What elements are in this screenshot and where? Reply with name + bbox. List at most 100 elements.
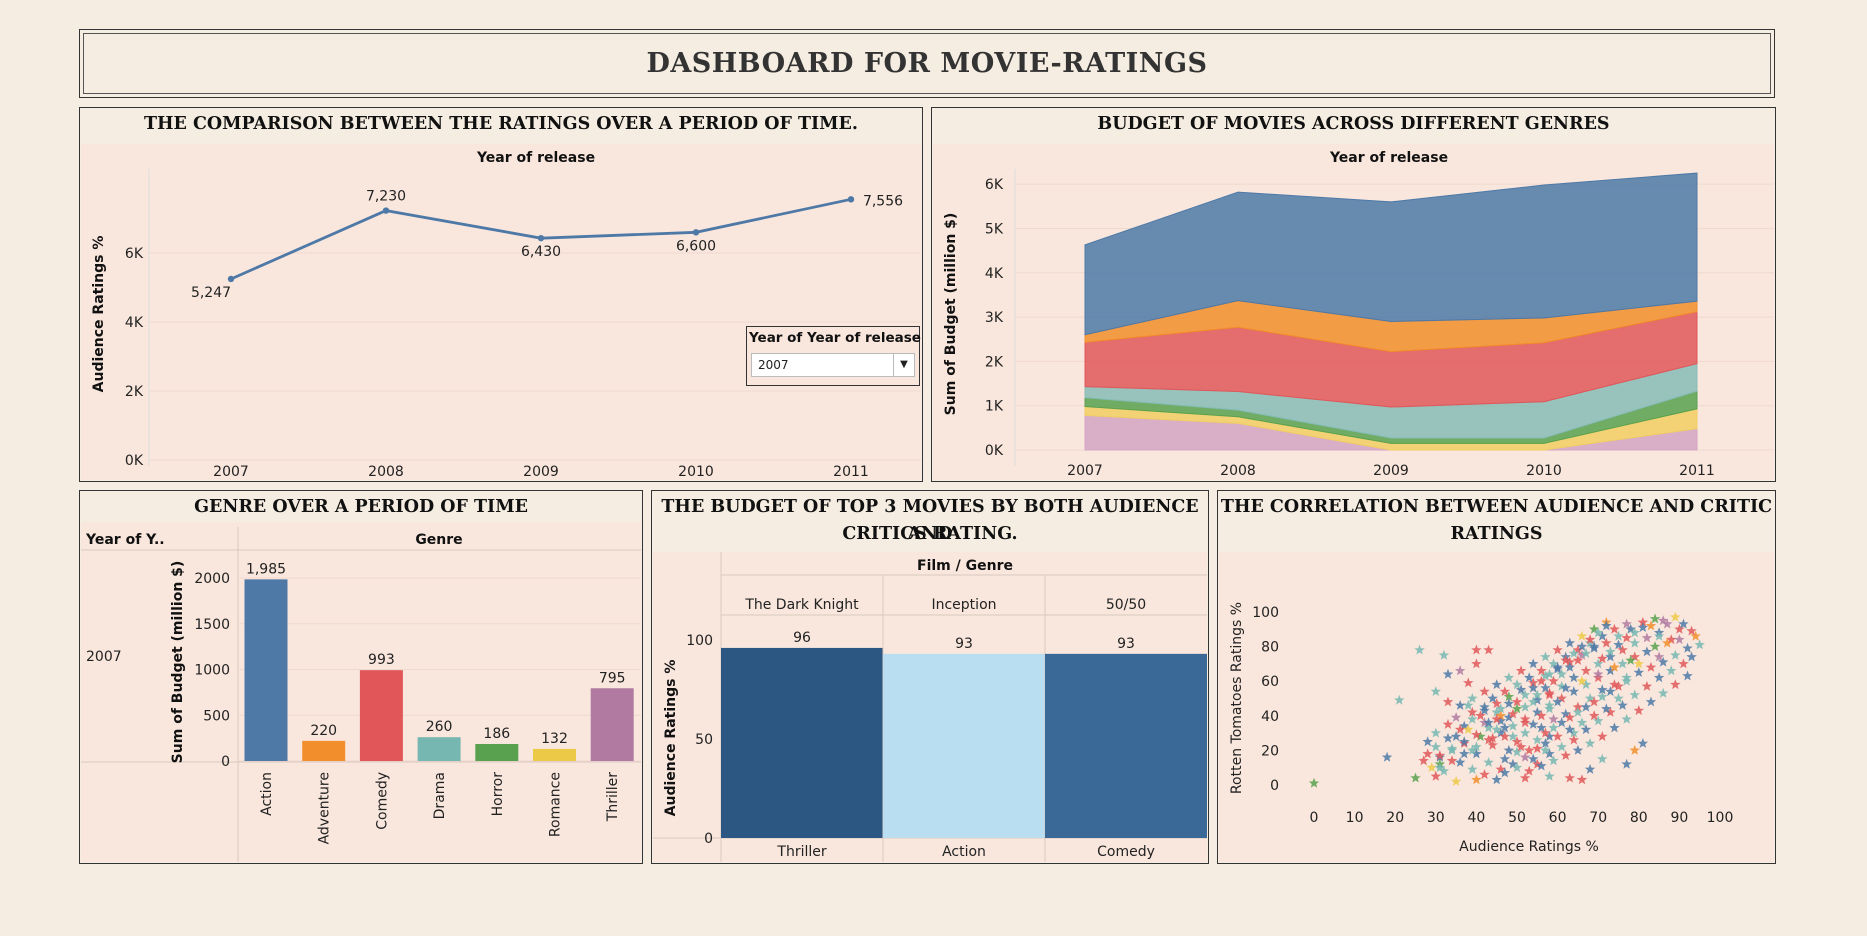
- bar-horror: [475, 743, 519, 761]
- data-label: 6,430: [521, 244, 561, 260]
- scatter-point: [1629, 627, 1640, 638]
- scatter-point: [1491, 679, 1502, 690]
- scatter-point: [1540, 651, 1551, 662]
- scatter-point: [1519, 689, 1531, 700]
- scatter-point: [1556, 668, 1567, 679]
- scatter-point: [1629, 689, 1640, 700]
- scatter-point: [1507, 720, 1519, 731]
- scatter-point: [1605, 686, 1616, 696]
- scatter-point: [1682, 642, 1693, 653]
- scatter-point: [1568, 648, 1580, 658]
- chevron-down-icon[interactable]: ▼: [893, 354, 914, 376]
- y-tick-label: 3K: [985, 310, 1004, 326]
- scatter-point: [1584, 637, 1596, 648]
- scatter-point: [1629, 651, 1640, 662]
- x-tick-label: 2008: [368, 464, 404, 480]
- scatter-point: [1503, 744, 1515, 755]
- scatter-point: [1503, 712, 1515, 722]
- panel-title-ratings-over-time: THE COMPARISON BETWEEN THE RATINGS OVER …: [144, 114, 858, 134]
- scatter-point: [1540, 727, 1551, 738]
- scatter-point: [1499, 722, 1511, 733]
- scatter-point: [1657, 687, 1669, 698]
- scatter-point: [1454, 699, 1466, 710]
- scatter-point: [1597, 653, 1608, 664]
- scatter-point: [1308, 777, 1320, 788]
- scatter-point: [1471, 748, 1482, 759]
- scatter-point: [1580, 701, 1592, 712]
- scatter-point: [1556, 741, 1567, 752]
- scatter-point: [1532, 694, 1543, 705]
- scatter-point: [1580, 665, 1592, 676]
- scatter-point: [1528, 682, 1539, 693]
- scatter-point: [1471, 729, 1482, 740]
- scatter-point: [1528, 696, 1539, 707]
- scatter-point: [1609, 623, 1620, 634]
- plot-background: [81, 144, 921, 480]
- scatter-point: [1511, 746, 1523, 757]
- x-tick-label: 2011: [1679, 463, 1715, 479]
- x-tick-label: Adventure: [317, 772, 333, 844]
- scatter-point: [1536, 722, 1547, 733]
- scatter-point: [1467, 706, 1478, 717]
- scatter-point: [1637, 738, 1649, 748]
- scatter-point: [1686, 625, 1697, 636]
- scatter-point: [1625, 654, 1636, 665]
- scatter-point: [1442, 696, 1454, 707]
- scatter-point: [1564, 712, 1575, 722]
- y-tick-label: 2K: [125, 384, 144, 400]
- scatter-point: [1475, 731, 1486, 741]
- bar-drama: [417, 737, 461, 761]
- scatter-point: [1499, 767, 1511, 778]
- scatter-point: [1467, 693, 1478, 703]
- scatter-point: [1467, 744, 1478, 755]
- y-tick-label: 4K: [985, 266, 1004, 282]
- scatter-point: [1593, 658, 1604, 669]
- year-filter-dropdown[interactable]: 2007 ▼: [751, 353, 915, 377]
- scatter-point: [1572, 644, 1584, 655]
- scatter-point: [1450, 712, 1462, 722]
- scatter-point: [1499, 686, 1511, 696]
- scatter-point: [1641, 680, 1653, 691]
- scatter-point: [1471, 741, 1482, 752]
- scatter-point: [1536, 710, 1547, 721]
- data-label: 186: [483, 726, 510, 742]
- y-tick-label: 100: [686, 633, 713, 649]
- scatter-point: [1503, 672, 1515, 683]
- year-filter-label: Year of Year of release: [749, 330, 921, 346]
- bar-thriller: [590, 688, 634, 761]
- scatter-point: [1584, 738, 1596, 748]
- scatter-point: [1450, 731, 1462, 741]
- row-value-label: 2007: [86, 649, 122, 665]
- scatter-point: [1609, 661, 1620, 672]
- scatter-point: [1519, 717, 1531, 728]
- scatter-point: [1682, 670, 1693, 681]
- y-tick-label: 6K: [125, 246, 144, 262]
- data-point: [692, 229, 700, 236]
- scatter-point: [1442, 732, 1454, 743]
- y-tick-label: 40: [1261, 709, 1279, 725]
- scatter-point: [1499, 731, 1511, 741]
- scatter-point: [1662, 618, 1673, 629]
- scatter-point: [1532, 689, 1543, 700]
- scatter-point: [1621, 713, 1632, 724]
- scatter-point: [1471, 658, 1482, 669]
- scatter-point: [1523, 765, 1535, 776]
- scatter-point: [1495, 763, 1506, 774]
- y-tick-label: 2K: [985, 354, 1004, 370]
- scatter-point: [1499, 753, 1511, 764]
- scatter-point: [1694, 639, 1705, 650]
- scatter-point: [1552, 731, 1563, 741]
- scatter-point: [1491, 724, 1502, 735]
- area-series-6: [1084, 172, 1698, 336]
- scatter-point: [1544, 731, 1555, 741]
- scatter-point: [1588, 641, 1600, 651]
- scatter-point: [1657, 656, 1669, 667]
- x-tick-label: Drama: [432, 772, 448, 819]
- scatter-point: [1430, 770, 1441, 781]
- scatter-point: [1446, 743, 1458, 754]
- scatter-point: [1491, 706, 1502, 717]
- x-axis-title: Audience Ratings %: [1459, 839, 1599, 855]
- scatter-point: [1532, 758, 1543, 769]
- scatter-point: [1601, 620, 1612, 631]
- year-filter: Year of Year of release 2007 ▼: [746, 326, 921, 386]
